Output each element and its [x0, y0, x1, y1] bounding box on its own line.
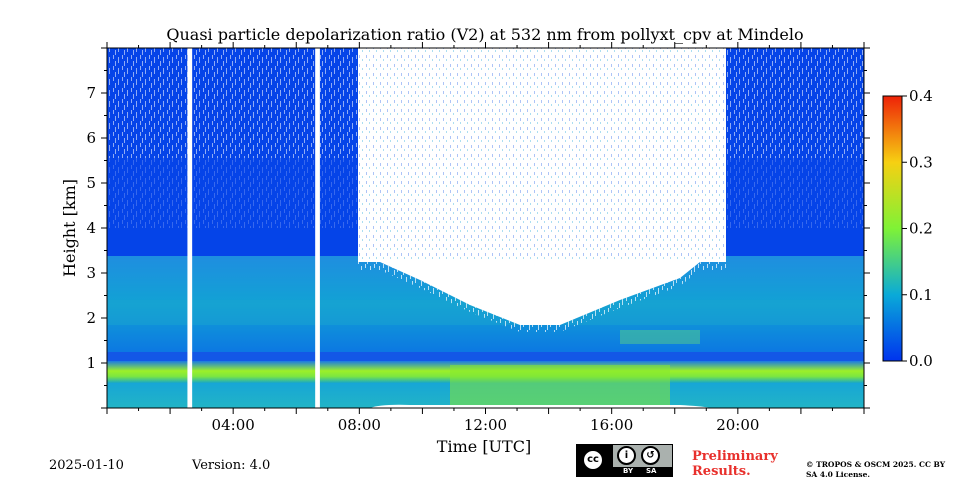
version-label: Version: 4.0	[192, 458, 271, 473]
y-tick-label: 4	[86, 219, 96, 237]
y-axis-label: Height [km]	[60, 179, 79, 277]
x-tick-label: 12:00	[464, 416, 507, 434]
colorbar-tick-label: 0.1	[909, 286, 933, 304]
y-tick-label: 1	[86, 354, 96, 372]
y-tick-label: 5	[86, 174, 96, 192]
chart-title: Quasi particle depolarization ratio (V2)…	[166, 25, 804, 44]
cc-license-badge: cc i ↺ BY SA	[576, 444, 673, 477]
x-tick-label: 08:00	[338, 416, 381, 434]
x-tick-label: 16:00	[590, 416, 633, 434]
x-tick-label: 20:00	[716, 416, 759, 434]
person-icon: i	[617, 446, 636, 465]
x-axis-label: Time [UTC]	[437, 437, 531, 456]
y-tick-label: 7	[86, 84, 96, 102]
x-axis: 04:00 08:00 12:00 16:00 20:00	[106, 42, 865, 434]
colorbar-tick-label: 0.3	[909, 153, 933, 171]
colorbar-axis: 0.0 0.1 0.2 0.3 0.4	[902, 87, 933, 370]
colorbar-tick-label: 0.0	[909, 352, 933, 370]
heatmap-area	[107, 48, 864, 408]
date-label: 2025-01-10	[49, 458, 124, 473]
data-gap-2	[315, 48, 320, 408]
cc-icon: cc	[582, 449, 604, 471]
copyright-label: © TROPOS & OSCM 2025. CC BY SA 4.0 Licen…	[806, 460, 946, 479]
x-tick-label: 04:00	[212, 416, 255, 434]
y-tick-label: 2	[86, 309, 96, 327]
sa-label: SA	[646, 467, 657, 475]
by-label: BY	[623, 467, 634, 475]
y-axis: 1 2 3 4 5 6 7	[86, 47, 870, 409]
colorbar-tick-label: 0.4	[909, 87, 933, 105]
share-alike-icon: ↺	[641, 446, 660, 465]
colorbar	[882, 95, 903, 362]
y-tick-label: 6	[86, 129, 96, 147]
y-tick-label: 3	[86, 264, 96, 282]
preliminary-results-label: Preliminary Results.	[692, 449, 778, 479]
data-gap-1	[187, 48, 193, 408]
colorbar-tick-label: 0.2	[909, 220, 933, 238]
